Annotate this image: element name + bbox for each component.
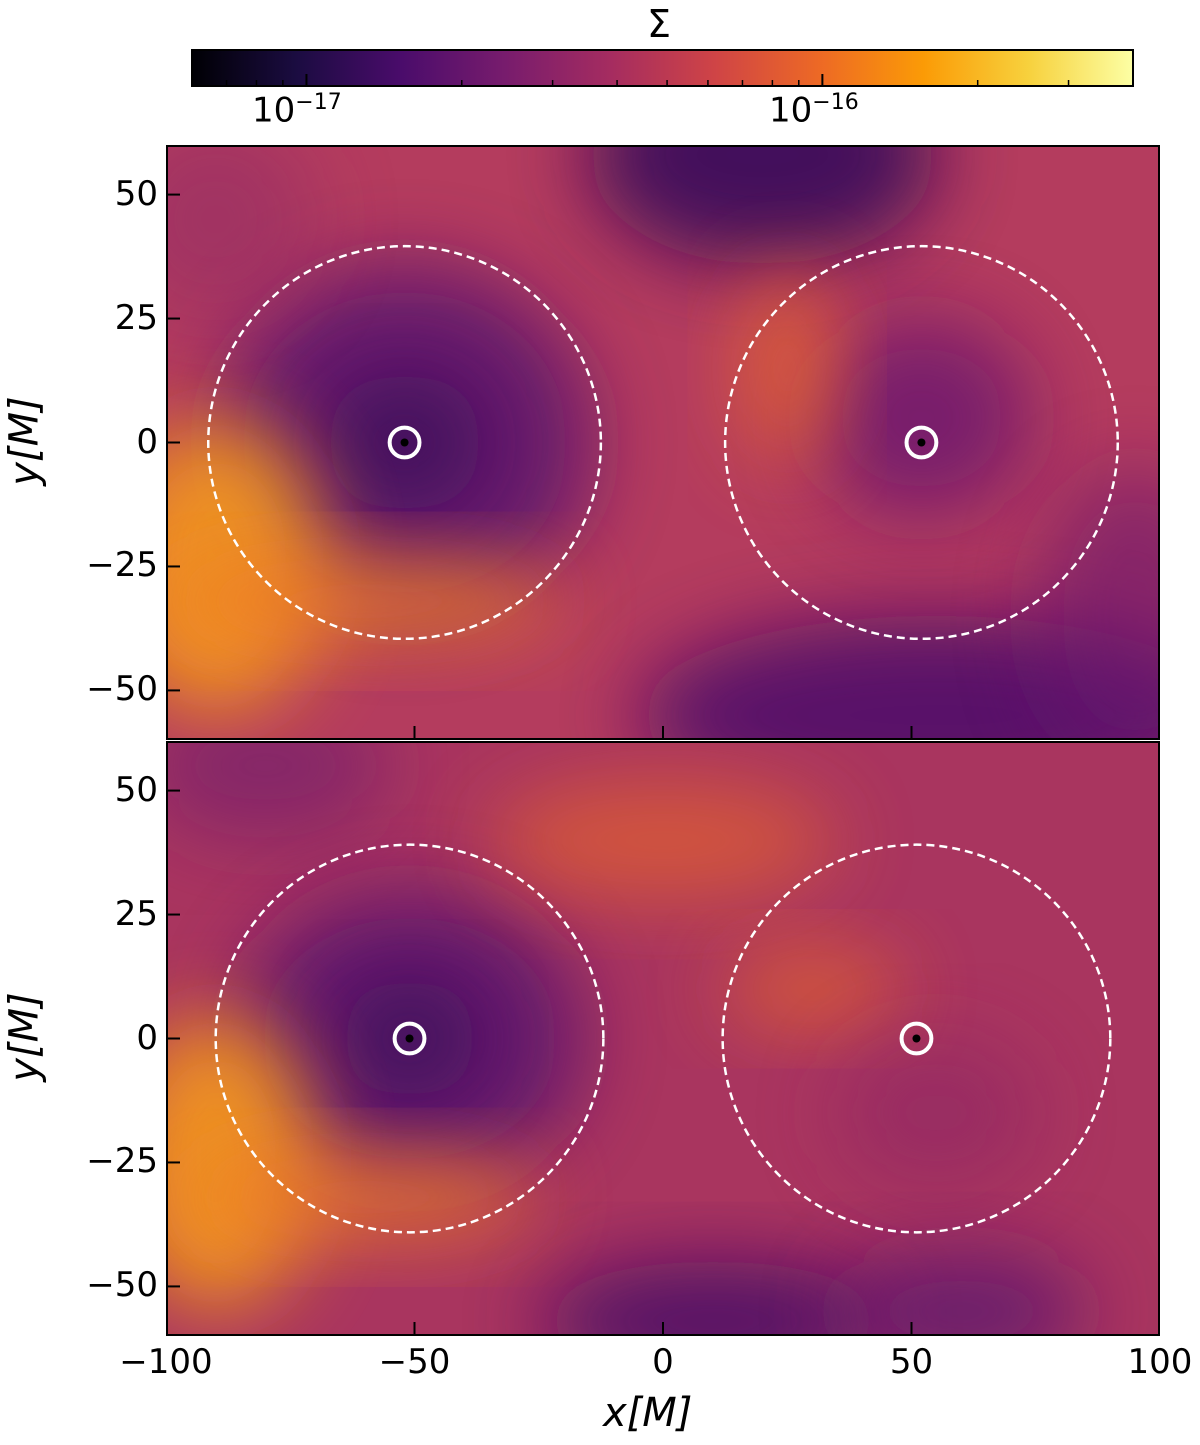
dashed-circle [721, 843, 1112, 1234]
tick-label: −25 [86, 1141, 158, 1182]
density-region [489, 780, 837, 900]
tick-label: −50 [86, 669, 158, 710]
colorbar-tick-label: 10−16 [769, 90, 859, 131]
bottom-panel-heatmap [166, 741, 1160, 1336]
y-axis-label-top: y[M] [1, 396, 48, 486]
top-panel-heatmap [166, 145, 1160, 740]
dashed-circle [206, 244, 603, 641]
tick-label: 0 [136, 421, 158, 462]
black-hole-marker [392, 1021, 427, 1056]
dashed-circle [723, 244, 1120, 641]
density-region [737, 268, 837, 468]
tick-label: −50 [86, 1265, 158, 1306]
tick-label: 0 [652, 1342, 674, 1382]
tick-label: 25 [114, 893, 158, 934]
black-hole-center [912, 1034, 921, 1043]
density-region [812, 318, 1031, 518]
tick-label: 25 [114, 297, 158, 338]
density-region [1035, 466, 1160, 740]
colorbar [191, 49, 1134, 87]
density-region [538, 1261, 887, 1336]
colorbar-label: Σ [647, 2, 672, 46]
density-region [166, 1013, 316, 1312]
x-axis-label: x[M] [603, 1390, 693, 1436]
density-region [166, 145, 316, 319]
density-region [190, 1152, 539, 1242]
y-axis-label-bottom: y[M] [1, 992, 48, 1082]
density-region [836, 1251, 1086, 1336]
density-region [166, 741, 390, 841]
density-region [166, 556, 564, 646]
tick-label: 50 [114, 173, 158, 214]
density-region [638, 615, 1160, 740]
tick-label: 50 [114, 769, 158, 810]
tick-label: 50 [889, 1342, 934, 1382]
tick-label: −50 [378, 1342, 451, 1382]
panel-frame [166, 741, 1160, 1336]
density-region [588, 145, 937, 265]
tick-label: 0 [136, 1017, 158, 1058]
black-hole-marker [387, 425, 422, 460]
density-region [722, 949, 902, 1029]
black-hole-marker [899, 1021, 934, 1056]
black-hole-center [400, 438, 409, 447]
colorbar-tick-label: 10−17 [252, 90, 342, 131]
tick-label: 100 [1127, 1342, 1193, 1382]
dashed-circle [214, 843, 605, 1234]
black-hole-center [917, 438, 926, 447]
black-hole-center [405, 1034, 414, 1043]
black-hole-marker [904, 425, 939, 460]
panel-frame [166, 145, 1160, 740]
tick-label: −25 [86, 545, 158, 586]
density-region [836, 1038, 1036, 1188]
tick-label: −100 [119, 1342, 213, 1382]
